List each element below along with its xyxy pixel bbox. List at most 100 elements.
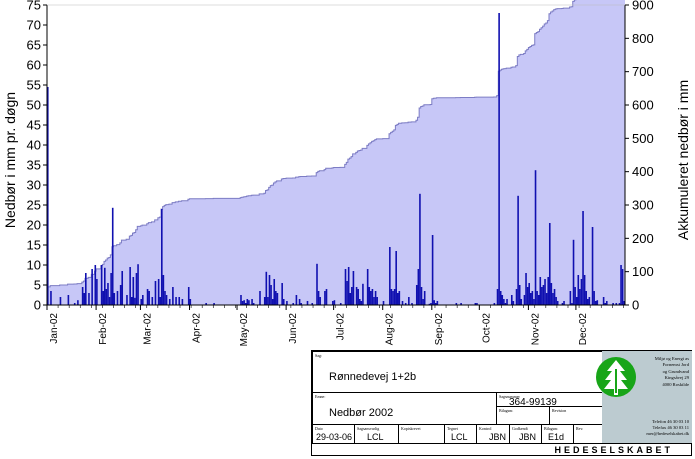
y-right-tick-label: 200	[632, 231, 654, 246]
daily-bar	[251, 299, 253, 305]
daily-bar	[580, 279, 583, 305]
daily-bar	[431, 235, 434, 305]
title-block: Sag: Rønnedevej 1+2b Emne: Nedbør 2002 S…	[311, 350, 692, 456]
kontrol-cell: Kontrol JBN	[476, 424, 510, 444]
daily-bar	[517, 195, 519, 305]
daily-bar	[325, 289, 328, 305]
daily-bar	[311, 303, 314, 305]
daily-bar	[393, 289, 396, 305]
daily-bar	[510, 295, 513, 305]
bilagsnr2-value: E1d	[548, 432, 565, 442]
daily-bar	[523, 295, 526, 305]
company-logo-panel: Miljø og Energi as Fornemst Jord og Grun…	[596, 351, 692, 443]
daily-bar	[333, 300, 336, 305]
daily-bar	[135, 273, 138, 305]
daily-bar	[240, 295, 242, 305]
daily-bar	[460, 303, 462, 305]
daily-bar	[553, 289, 556, 305]
daily-bar	[503, 299, 505, 305]
x-month-label: Feb-02	[98, 313, 109, 345]
daily-bar	[401, 301, 404, 305]
precipitation-chart: 0 5 10 15 20 25 30 35 40 45 50 55 60 65 70 75 0 100 200 300…	[2, 0, 691, 346]
daily-bar	[408, 297, 410, 305]
daily-bar	[121, 271, 124, 305]
daily-bar	[161, 209, 163, 305]
revision-cell: Revision	[549, 406, 603, 425]
daily-bar	[604, 303, 607, 305]
daily-bar	[137, 264, 139, 305]
daily-bar	[582, 211, 584, 305]
bilagsnr-cell: Bilagsnr.	[496, 406, 550, 425]
y-left-tick-label: 60	[27, 58, 41, 73]
sagsansvarlig-label: Sagsansvarlig	[357, 426, 380, 431]
daily-bar	[541, 287, 543, 305]
daily-bar	[276, 293, 279, 305]
daily-bar	[189, 299, 192, 305]
bars-layer	[46, 0, 626, 305]
sagsnummer-cell: Sagsnummer 364-99139	[496, 392, 603, 408]
daily-bar	[550, 283, 553, 305]
contact-line: Telefax 46 30 03 11	[652, 425, 689, 431]
daily-bar	[390, 289, 393, 305]
daily-bar	[612, 303, 614, 305]
address-line: Kingsåvej 29	[664, 375, 689, 381]
daily-bar	[529, 293, 532, 305]
emne-label: Emne:	[315, 394, 326, 399]
daily-bar	[243, 300, 245, 305]
x-month-label: Dec-02	[578, 313, 589, 346]
daily-bar	[347, 267, 350, 305]
daily-bar	[496, 289, 499, 305]
sagsnummer-label: Sagsnummer	[499, 394, 520, 399]
daily-bar	[411, 303, 413, 305]
daily-bar	[415, 285, 418, 305]
daily-bar	[368, 287, 371, 305]
sagsansvarlig-value: LCL	[367, 432, 384, 442]
sagsansvarlig-cell: Sagsansvarlig LCL	[354, 424, 399, 444]
y-right-axis-title: Akkumuleret nedbør i mm	[675, 80, 691, 240]
daily-bar	[501, 295, 504, 305]
daily-bar	[506, 299, 508, 305]
godkendt-value: JBN	[519, 432, 537, 442]
daily-bar	[248, 300, 250, 305]
daily-bar	[316, 263, 318, 305]
daily-bar	[175, 297, 177, 305]
daily-bar	[178, 297, 181, 305]
daily-bar	[148, 291, 150, 305]
daily-bar	[81, 287, 84, 305]
y-left-tick-label: 20	[27, 218, 41, 233]
daily-bar	[100, 265, 103, 305]
daily-bar	[433, 300, 435, 305]
daily-bar	[270, 285, 272, 305]
daily-bar	[275, 291, 277, 305]
y-left-tick-label: 35	[27, 158, 41, 173]
daily-bar	[588, 297, 591, 305]
daily-bar	[154, 281, 157, 305]
daily-bar	[620, 265, 622, 305]
daily-bar	[593, 291, 595, 305]
x-month-label: Sep-02	[434, 313, 445, 346]
daily-bar	[621, 269, 624, 305]
daily-bar	[96, 279, 98, 305]
daily-bar	[332, 301, 334, 305]
y-left-tick-label: 45	[27, 118, 41, 133]
daily-bar	[172, 287, 174, 305]
daily-bar	[110, 273, 112, 305]
dato-label: Dato	[315, 426, 323, 431]
daily-bar	[306, 301, 309, 305]
daily-bar	[140, 299, 143, 305]
daily-bar	[596, 300, 599, 305]
axes-layer: 0 5 10 15 20 25 30 35 40 45 50 55 60 65 70 75 0 100 200 300…	[27, 0, 654, 346]
daily-bar	[146, 289, 149, 305]
x-month-label: Jul-02	[336, 313, 347, 341]
daily-bar	[419, 193, 421, 305]
y-right-tick-label: 0	[632, 298, 639, 313]
daily-bar	[273, 279, 276, 305]
daily-bar	[317, 291, 320, 305]
emne-cell: Emne: Nedbør 2002	[312, 392, 497, 425]
godkendt-cell: Godkendt JBN	[509, 424, 542, 444]
y-right-tick-label: 100	[632, 264, 654, 279]
sag-label: Sag:	[315, 353, 323, 358]
daily-bar	[113, 293, 116, 305]
x-month-label: Oct-02	[481, 313, 492, 343]
daily-bar	[142, 295, 144, 305]
